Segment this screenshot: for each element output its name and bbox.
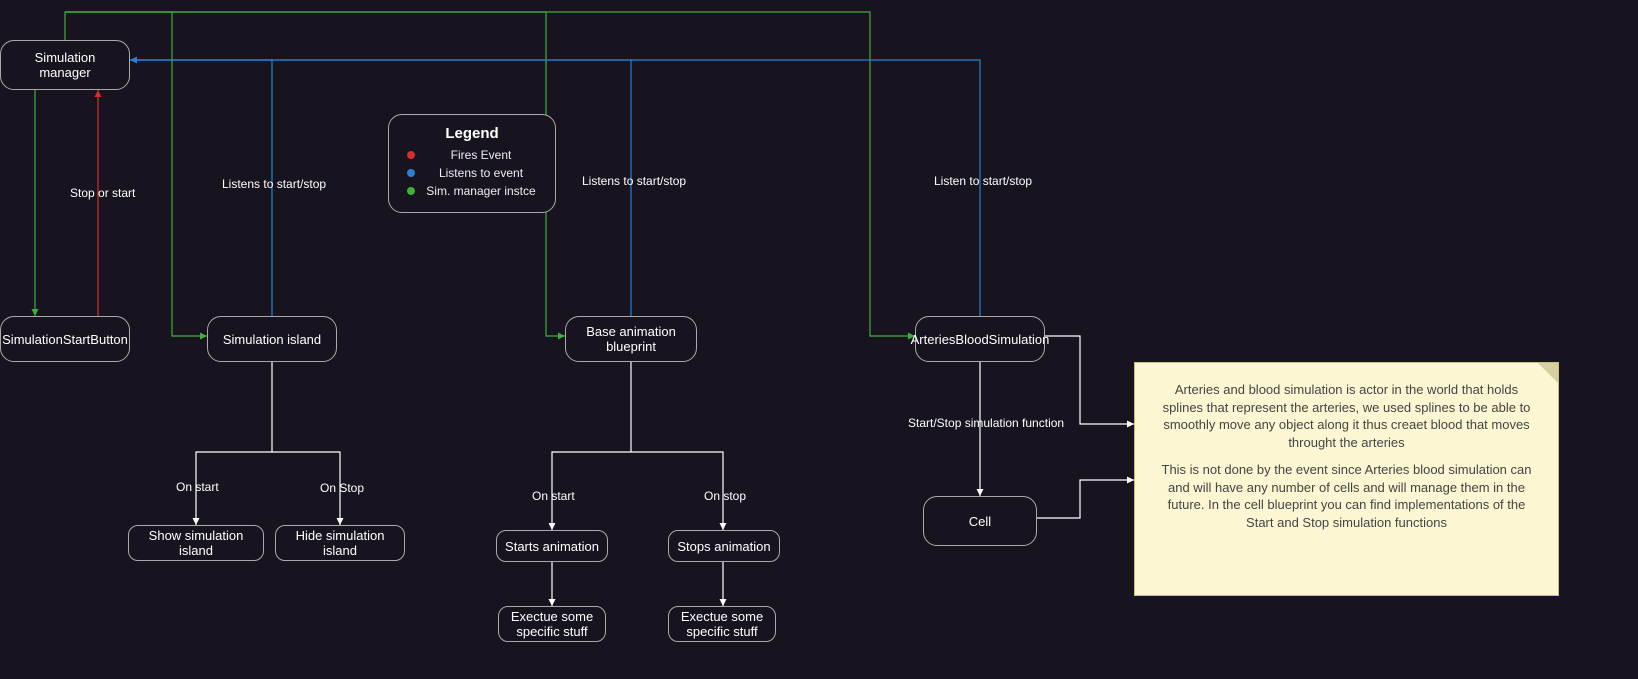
note-box: Arteries and blood simulation is actor i…	[1134, 362, 1559, 596]
edge-label-startstop-fn: Start/Stop simulation function	[908, 416, 1064, 430]
node-base-animation-blueprint[interactable]: Base animation blueprint	[565, 316, 697, 362]
node-simulation-start-button[interactable]: SimulationStartButton	[0, 316, 130, 362]
node-label: Starts animation	[505, 539, 599, 554]
legend-box: Legend Fires Event Listens to event Sim.…	[388, 114, 556, 213]
legend-dot-icon	[407, 169, 415, 177]
node-execute-specific-2[interactable]: Exectue some specific stuff	[668, 606, 776, 642]
node-label: SimulationStartButton	[2, 332, 128, 347]
edge-label-on-stop-2: On stop	[704, 489, 746, 503]
edge-label-on-start-1: On start	[176, 480, 219, 494]
node-execute-specific-1[interactable]: Exectue some specific stuff	[498, 606, 606, 642]
legend-item: Sim. manager instce	[407, 184, 537, 198]
legend-label: Fires Event	[425, 148, 537, 162]
legend-dot-icon	[407, 187, 415, 195]
node-simulation-island[interactable]: Simulation island	[207, 316, 337, 362]
legend-item: Listens to event	[407, 166, 537, 180]
edge-label-on-stop-1: On Stop	[320, 481, 364, 495]
node-label: Simulation island	[223, 332, 321, 347]
node-stops-animation[interactable]: Stops animation	[668, 530, 780, 562]
node-label: Simulation manager	[9, 50, 121, 80]
legend-label: Listens to event	[425, 166, 537, 180]
legend-title: Legend	[407, 125, 537, 142]
legend-dot-icon	[407, 151, 415, 159]
white-arteries-note	[1045, 336, 1134, 424]
node-label: Hide simulation island	[284, 528, 396, 558]
node-label: Stops animation	[677, 539, 770, 554]
node-starts-animation[interactable]: Starts animation	[496, 530, 608, 562]
white-island-split	[196, 362, 272, 525]
node-arteries-blood-simulation[interactable]: ArteriesBloodSimulation	[915, 316, 1045, 362]
edge-label-listen-arteries: Listen to start/stop	[934, 174, 1032, 188]
white-cell-note	[1037, 480, 1134, 518]
legend-label: Sim. manager instce	[425, 184, 537, 198]
node-label: Show simulation island	[137, 528, 255, 558]
white-baseanim-split	[552, 362, 631, 530]
node-label: ArteriesBloodSimulation	[911, 332, 1050, 347]
edge-label-on-start-2: On start	[532, 489, 575, 503]
node-show-simulation-island[interactable]: Show simulation island	[128, 525, 264, 561]
edge-label-stop-or-start: Stop or start	[70, 186, 135, 200]
node-label: Exectue some specific stuff	[507, 609, 597, 639]
node-label: Cell	[969, 514, 991, 529]
note-paragraph: Arteries and blood simulation is actor i…	[1153, 381, 1540, 451]
node-label: Exectue some specific stuff	[677, 609, 767, 639]
node-simulation-manager[interactable]: Simulation manager	[0, 40, 130, 90]
note-paragraph: This is not done by the event since Arte…	[1153, 461, 1540, 531]
legend-item: Fires Event	[407, 148, 537, 162]
edge-label-listens-island: Listens to start/stop	[222, 177, 326, 191]
node-hide-simulation-island[interactable]: Hide simulation island	[275, 525, 405, 561]
edge-label-listens-base: Listens to start/stop	[582, 174, 686, 188]
node-cell[interactable]: Cell	[923, 496, 1037, 546]
node-label: Base animation blueprint	[574, 324, 688, 354]
